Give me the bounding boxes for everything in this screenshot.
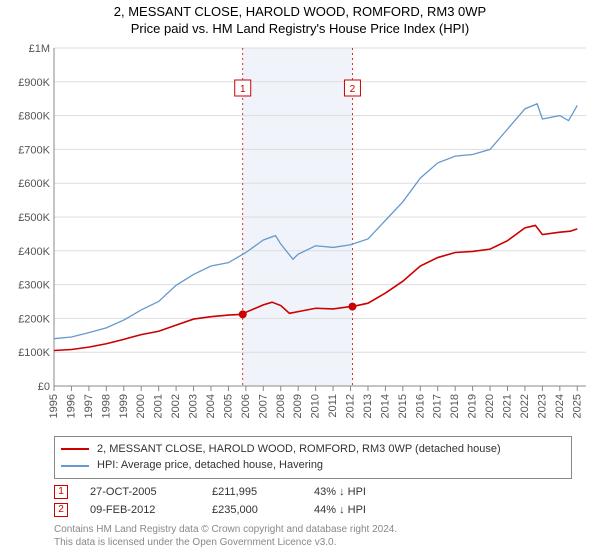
credits: Contains HM Land Registry data © Crown c… <box>54 523 572 550</box>
sales-table: 1 27-OCT-2005 £211,995 43% ↓ HPI 2 09-FE… <box>54 483 572 519</box>
svg-text:£500K: £500K <box>18 212 50 224</box>
svg-text:2015: 2015 <box>397 394 409 418</box>
sale-price-2: £235,000 <box>212 504 292 516</box>
legend-row-1: 2, MESSANT CLOSE, HAROLD WOOD, ROMFORD, … <box>61 441 565 458</box>
svg-text:1998: 1998 <box>100 394 112 418</box>
svg-text:2008: 2008 <box>275 394 287 418</box>
sale-marker-1: 1 <box>54 485 68 499</box>
svg-text:2011: 2011 <box>327 394 339 418</box>
legend-swatch-2 <box>61 465 89 467</box>
svg-text:2013: 2013 <box>362 394 374 418</box>
svg-text:2005: 2005 <box>222 394 234 418</box>
svg-text:2024: 2024 <box>554 394 566 418</box>
svg-text:2009: 2009 <box>292 394 304 418</box>
svg-text:£300K: £300K <box>18 279 50 291</box>
credits-line-1: Contains HM Land Registry data © Crown c… <box>54 523 572 537</box>
svg-text:£800K: £800K <box>18 110 50 122</box>
svg-text:2012: 2012 <box>345 394 357 418</box>
svg-text:1996: 1996 <box>65 394 77 418</box>
svg-text:2010: 2010 <box>310 394 322 418</box>
svg-text:2006: 2006 <box>240 394 252 418</box>
legend-swatch-1 <box>61 448 89 450</box>
legend-label-1: 2, MESSANT CLOSE, HAROLD WOOD, ROMFORD, … <box>97 441 501 458</box>
sale-row-1: 1 27-OCT-2005 £211,995 43% ↓ HPI <box>54 483 572 501</box>
svg-text:£100K: £100K <box>18 347 50 359</box>
sale-hpi-1: 43% ↓ HPI <box>314 486 414 498</box>
svg-text:2020: 2020 <box>484 394 496 418</box>
svg-text:1997: 1997 <box>83 394 95 418</box>
legend: 2, MESSANT CLOSE, HAROLD WOOD, ROMFORD, … <box>54 436 572 479</box>
svg-text:£400K: £400K <box>18 246 50 258</box>
sale-date-1: 27-OCT-2005 <box>90 486 190 498</box>
legend-label-2: HPI: Average price, detached house, Have… <box>97 457 323 474</box>
svg-text:2019: 2019 <box>467 394 479 418</box>
svg-text:2: 2 <box>350 84 356 95</box>
svg-text:2003: 2003 <box>188 394 200 418</box>
svg-text:2021: 2021 <box>502 394 514 418</box>
svg-text:£900K: £900K <box>18 77 50 89</box>
svg-text:2000: 2000 <box>135 394 147 418</box>
svg-text:£0: £0 <box>38 381 50 393</box>
svg-text:2007: 2007 <box>257 394 269 418</box>
chart-svg: £0 £100K £200K £300K £400K £500K £600K £700K £80… <box>8 42 592 432</box>
sale-marker-2: 2 <box>54 503 68 517</box>
svg-text:2018: 2018 <box>449 394 461 418</box>
svg-text:£200K: £200K <box>18 313 50 325</box>
svg-text:1: 1 <box>240 84 246 95</box>
sale-date-2: 09-FEB-2012 <box>90 504 190 516</box>
chart-area: £0 £100K £200K £300K £400K £500K £600K £700K £80… <box>8 42 592 432</box>
svg-text:2022: 2022 <box>519 394 531 418</box>
chart-title: 2, MESSANT CLOSE, HAROLD WOOD, ROMFORD, … <box>8 4 592 21</box>
svg-text:2016: 2016 <box>414 394 426 418</box>
svg-text:2025: 2025 <box>571 394 583 418</box>
svg-text:£700K: £700K <box>18 144 50 156</box>
svg-text:1999: 1999 <box>118 394 130 418</box>
chart-subtitle: Price paid vs. HM Land Registry's House … <box>8 21 592 36</box>
legend-row-2: HPI: Average price, detached house, Have… <box>61 457 565 474</box>
svg-text:2004: 2004 <box>205 394 217 418</box>
svg-text:2014: 2014 <box>379 394 391 418</box>
svg-text:£1M: £1M <box>29 43 50 55</box>
svg-text:2001: 2001 <box>153 394 165 418</box>
sale-row-2: 2 09-FEB-2012 £235,000 44% ↓ HPI <box>54 501 572 519</box>
svg-text:2023: 2023 <box>536 394 548 418</box>
svg-text:£600K: £600K <box>18 178 50 190</box>
svg-text:1995: 1995 <box>48 394 60 418</box>
svg-text:2017: 2017 <box>432 394 444 418</box>
svg-text:2002: 2002 <box>170 394 182 418</box>
credits-line-2: This data is licensed under the Open Gov… <box>54 536 572 550</box>
sale-price-1: £211,995 <box>212 486 292 498</box>
sale-hpi-2: 44% ↓ HPI <box>314 504 414 516</box>
